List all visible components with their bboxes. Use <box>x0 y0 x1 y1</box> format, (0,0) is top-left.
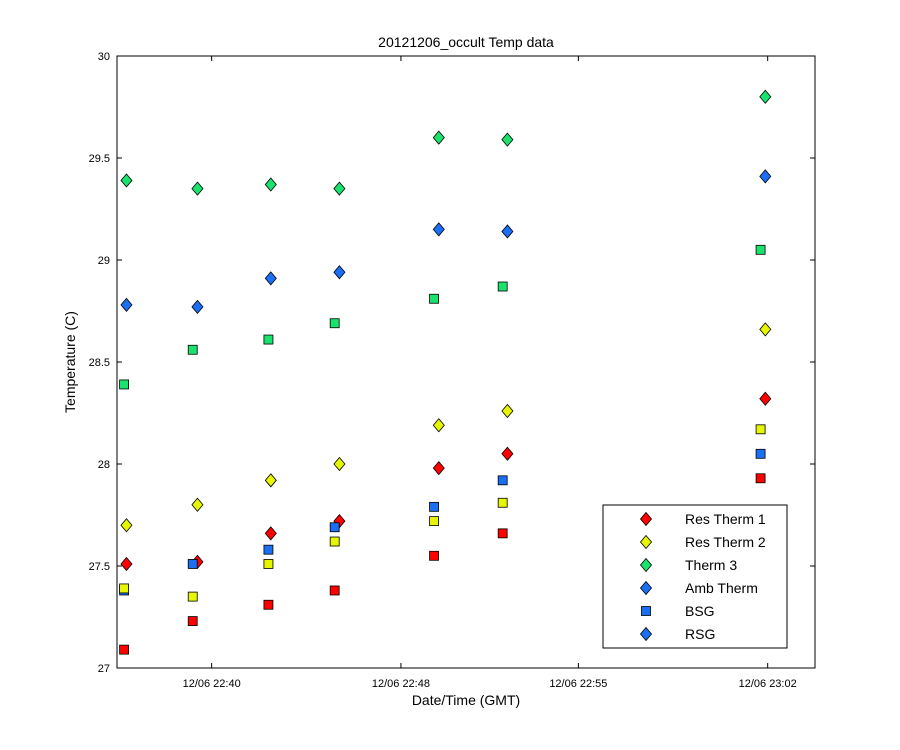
data-point <box>497 528 508 539</box>
data-point <box>191 497 204 512</box>
legend-marker <box>639 626 653 642</box>
data-point <box>333 181 346 196</box>
data-point <box>187 559 198 569</box>
data-point <box>432 460 445 476</box>
chart-title: 20121206_occult Temp data <box>378 34 554 50</box>
data-point <box>432 222 445 237</box>
data-point <box>429 550 439 561</box>
legend: Res Therm 1 Res Therm 2 Therm 3 Amb Therm BS… <box>602 504 788 649</box>
x-tick-label: 12/06 22:55 <box>549 678 607 690</box>
data-point <box>755 424 766 435</box>
data-point <box>120 518 133 533</box>
data-point <box>501 224 514 239</box>
data-point <box>755 473 766 484</box>
legend-item: Res Therm 1 <box>639 511 766 527</box>
data-point <box>759 169 772 184</box>
data-point <box>329 318 340 329</box>
legend-label: Amb Therm <box>685 580 758 596</box>
data-point <box>497 281 508 292</box>
legend-label: BSG <box>685 603 715 619</box>
data-point <box>429 293 439 304</box>
legend-label: RSG <box>685 626 715 642</box>
y-tick-label: 28 <box>98 459 110 471</box>
data-point <box>432 418 445 433</box>
data-point <box>119 379 129 390</box>
data-point <box>429 516 439 527</box>
legend-marker <box>641 606 651 616</box>
legend-item: Res Therm 2 <box>639 534 766 550</box>
legend-item: Amb Therm <box>639 580 758 596</box>
data-point <box>263 334 274 345</box>
legend-marker <box>639 534 653 550</box>
data-point <box>191 181 204 196</box>
legend-marker <box>639 580 653 596</box>
data-point <box>119 583 129 594</box>
y-tick-label: 29 <box>98 255 110 267</box>
series-unlabeled-green-squares <box>119 244 766 390</box>
data-point <box>264 473 277 488</box>
y-tick-label: 29.5 <box>89 153 110 165</box>
data-point <box>759 391 772 406</box>
legend-marker <box>639 557 653 573</box>
series-amb-therm <box>120 169 772 315</box>
legend-label: Therm 3 <box>685 557 737 573</box>
x-tick-label: 12/06 23:02 <box>739 678 797 690</box>
marks-layer <box>119 89 772 655</box>
data-point <box>759 322 772 337</box>
y-tick-label: 27 <box>98 663 110 675</box>
data-point <box>187 616 198 626</box>
data-point <box>333 456 346 472</box>
data-point <box>264 177 277 192</box>
legend-item: BSG <box>641 603 715 619</box>
data-point <box>501 132 514 147</box>
data-point <box>264 271 277 286</box>
ticks-layer: 27 27.5 28 28.5 29 29.5 30 12/06 22:40 12/06 22:… <box>89 51 815 690</box>
data-point <box>187 591 198 602</box>
data-point <box>755 244 766 255</box>
legend-box <box>602 504 788 649</box>
y-tick-label: 27.5 <box>89 561 110 573</box>
data-point <box>191 299 204 315</box>
x-tick-label: 12/06 22:40 <box>183 678 241 690</box>
data-point <box>264 526 277 541</box>
data-point <box>497 497 508 508</box>
legend-item: RSG <box>639 626 715 642</box>
data-point <box>755 448 766 459</box>
data-point <box>333 265 346 280</box>
series-unlabeled-yellow-squares <box>119 424 766 602</box>
y-tick-label: 28.5 <box>89 357 110 369</box>
series-unlabeled-red-squares <box>119 473 766 655</box>
data-point <box>432 130 445 145</box>
legend-items: Res Therm 1 Res Therm 2 Therm 3 Amb Therm BS… <box>639 511 766 642</box>
data-point <box>329 585 340 596</box>
data-point <box>501 403 514 419</box>
data-point <box>119 644 129 655</box>
data-point <box>497 475 508 486</box>
legend-item: Therm 3 <box>639 557 737 573</box>
data-point <box>120 173 133 188</box>
legend-label: Res Therm 2 <box>685 534 766 550</box>
data-point <box>329 522 340 533</box>
data-point <box>501 446 514 461</box>
data-point <box>120 297 133 312</box>
x-tick-label: 12/06 22:48 <box>372 678 430 690</box>
x-axis-title: Date/Time (GMT) <box>412 692 520 708</box>
data-point <box>263 559 274 569</box>
data-point <box>429 501 439 512</box>
y-tick-label: 30 <box>98 51 110 63</box>
series-therm-3 <box>120 89 772 196</box>
data-point <box>263 544 274 555</box>
legend-marker <box>639 511 653 527</box>
data-point <box>329 536 340 547</box>
data-point <box>759 89 772 104</box>
data-point <box>187 344 198 355</box>
series-res-therm-2 <box>120 322 772 533</box>
legend-label: Res Therm 1 <box>685 511 766 527</box>
data-point <box>120 556 133 572</box>
y-axis-title: Temperature (C) <box>62 311 78 413</box>
data-point <box>263 599 274 610</box>
